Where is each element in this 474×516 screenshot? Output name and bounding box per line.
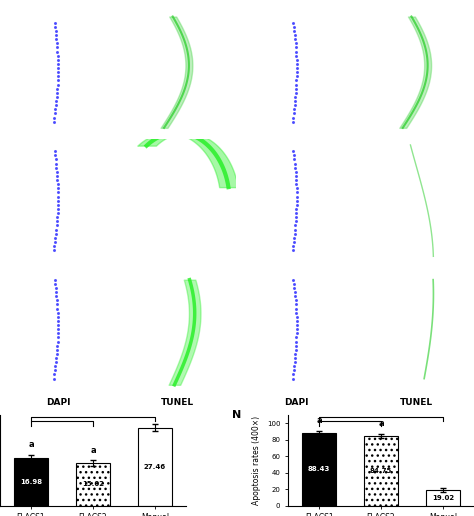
Text: 600×: 600×	[454, 381, 471, 386]
Text: TUNEL: TUNEL	[161, 398, 194, 408]
Text: J: J	[125, 273, 128, 282]
Text: DAPI: DAPI	[284, 398, 309, 408]
Text: 600×: 600×	[334, 124, 351, 129]
Text: G: G	[245, 145, 251, 154]
Text: 400×: 400×	[215, 124, 232, 129]
Text: A: A	[6, 17, 12, 25]
Text: E: E	[6, 145, 11, 154]
Text: K: K	[245, 273, 251, 282]
Bar	[426, 490, 460, 506]
Y-axis label: Apoptosis rates (400×): Apoptosis rates (400×)	[253, 416, 262, 505]
Text: B: B	[125, 17, 132, 25]
Bar	[14, 458, 48, 506]
Text: 600×: 600×	[334, 381, 351, 386]
Text: 400×: 400×	[95, 381, 112, 386]
Text: I: I	[6, 273, 9, 282]
Text: D: D	[364, 17, 371, 25]
Text: 19.02: 19.02	[432, 495, 454, 501]
Text: 84.75: 84.75	[370, 467, 392, 474]
Text: a: a	[90, 446, 96, 455]
Text: 400×: 400×	[95, 124, 112, 129]
Bar	[364, 436, 398, 506]
Text: H: H	[364, 145, 371, 154]
Text: N: N	[232, 410, 242, 421]
Text: 27.46: 27.46	[144, 464, 166, 470]
Text: a: a	[28, 440, 34, 449]
Text: L: L	[364, 273, 369, 282]
Bar	[76, 463, 110, 506]
Text: a: a	[316, 416, 322, 425]
Text: DAPI: DAPI	[46, 398, 70, 408]
Text: F: F	[125, 145, 131, 154]
Text: 16.98: 16.98	[20, 479, 42, 485]
Bar	[138, 428, 172, 506]
Bar	[302, 433, 336, 506]
Text: 400×: 400×	[215, 381, 232, 386]
Text: a: a	[378, 420, 384, 428]
Text: 88.43: 88.43	[308, 466, 330, 472]
Text: 600×: 600×	[454, 124, 471, 129]
Text: TUNEL: TUNEL	[400, 398, 433, 408]
Text: 15.02: 15.02	[82, 481, 104, 488]
Text: C: C	[245, 17, 251, 25]
